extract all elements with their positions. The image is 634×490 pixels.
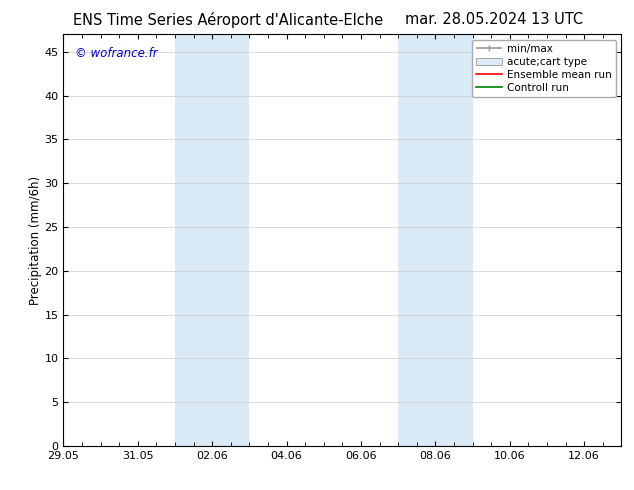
Bar (398, 34, 472, 446)
Text: ENS Time Series Aéroport d'Alicante-Elche: ENS Time Series Aéroport d'Alicante-Elch… (73, 12, 384, 28)
Text: mar. 28.05.2024 13 UTC: mar. 28.05.2024 13 UTC (406, 12, 583, 27)
Legend: min/max, acute;cart type, Ensemble mean run, Controll run: min/max, acute;cart type, Ensemble mean … (472, 40, 616, 97)
Bar (175, 34, 249, 446)
Y-axis label: Precipitation (mm/6h): Precipitation (mm/6h) (29, 175, 42, 305)
Text: © wofrance.fr: © wofrance.fr (75, 47, 157, 60)
